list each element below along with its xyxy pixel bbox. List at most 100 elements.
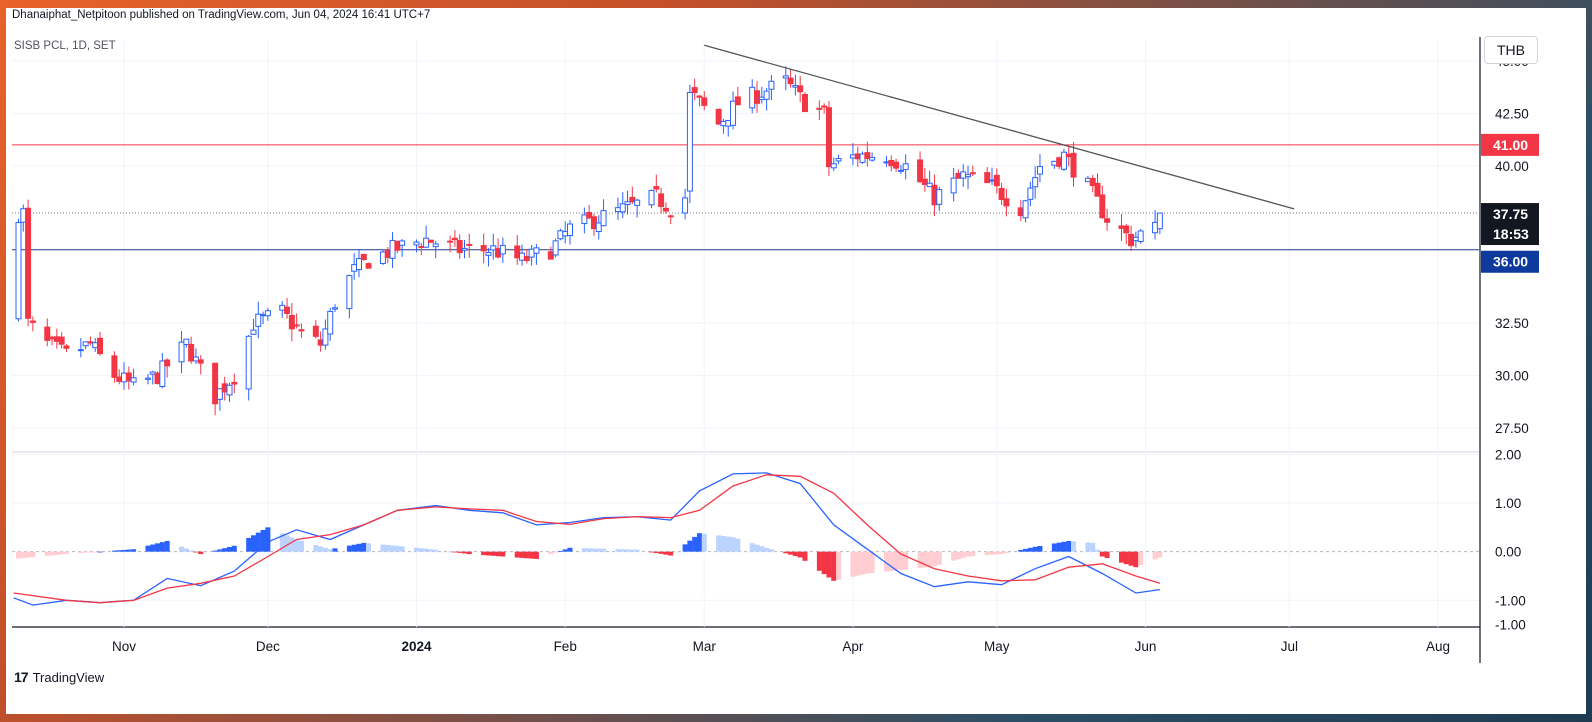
symbol-legend[interactable]: SISB PCL, 1D, SET [14,40,116,52]
candle-body[interactable] [1070,152,1077,178]
candle-body[interactable] [869,156,876,161]
candle-body[interactable] [960,171,967,179]
candle-body[interactable] [801,94,808,113]
candle-body[interactable] [1084,177,1091,183]
candle-body[interactable] [1065,153,1072,158]
candle-body[interactable] [188,343,195,362]
candle-body[interactable] [121,372,127,383]
candle-body[interactable] [144,377,151,380]
candle-body[interactable] [389,239,396,259]
candle-body[interactable] [44,326,51,341]
candle-body[interactable] [399,240,406,246]
candle-body[interactable] [1060,151,1067,170]
candle-body[interactable] [466,243,473,246]
candle-body[interactable] [149,371,156,375]
candle-body[interactable] [1099,194,1106,219]
candle-body[interactable] [87,341,94,344]
candle-body[interactable] [312,325,319,337]
candle-body[interactable] [351,264,358,272]
candle-body[interactable] [614,207,621,213]
candle-body[interactable] [816,107,823,110]
candle-body[interactable] [658,193,665,207]
candle-body[interactable] [581,214,588,225]
candle-body[interactable] [288,314,295,330]
candle-body[interactable] [332,307,339,310]
candle-body[interactable] [634,199,641,206]
candle-body[interactable] [1132,236,1139,242]
candle-body[interactable] [97,337,104,355]
candle-body[interactable] [590,216,597,230]
candle-body[interactable] [384,249,391,258]
candle-body[interactable] [662,207,669,212]
candle-body[interactable] [423,237,430,248]
candle-body[interactable] [519,252,526,261]
candle-body[interactable] [355,258,362,271]
candle-body[interactable] [514,245,521,259]
candle-body[interactable] [557,230,564,240]
candle-body[interactable] [686,91,693,192]
candle-body[interactable] [365,263,372,269]
candle-body[interactable] [15,221,22,320]
candle-body[interactable] [29,320,36,323]
candle-body[interactable] [528,248,535,258]
candle-body[interactable] [682,197,689,214]
candle-body[interactable] [849,154,856,159]
candle-body[interactable] [667,215,674,218]
candle-body[interactable] [1032,177,1039,188]
candle-body[interactable] [116,376,123,382]
candle-body[interactable] [619,203,626,213]
candle-body[interactable] [317,339,324,346]
candle-body[interactable] [931,184,938,206]
candle-body[interactable] [77,349,84,352]
candle-body[interactable] [1137,230,1144,242]
candle-body[interactable] [432,243,439,248]
candle-body[interactable] [797,85,804,93]
candle-body[interactable] [547,251,554,260]
candle-body[interactable] [1027,187,1034,200]
candle-body[interactable] [264,310,271,317]
candle-body[interactable] [998,187,1005,201]
candle-body[interactable] [1104,218,1111,223]
candle-body[interactable] [734,96,741,106]
candle-body[interactable] [485,251,492,256]
candle-body[interactable] [495,248,502,258]
candle-body[interactable] [413,241,420,246]
candle-body[interactable] [965,174,972,178]
candle-body[interactable] [768,80,775,90]
candle-body[interactable] [360,253,367,260]
candle-body[interactable] [327,310,334,335]
candle-body[interactable] [893,161,900,169]
candle-body[interactable] [183,338,190,345]
candle-body[interactable] [260,314,267,317]
candle-body[interactable] [1017,207,1024,217]
candle-body[interactable] [1051,160,1058,166]
candle-body[interactable] [1089,178,1096,187]
candle-body[interactable] [955,172,962,179]
candle-body[interactable] [720,120,727,127]
candle-body[interactable] [394,240,401,251]
candle-body[interactable] [49,336,56,340]
candle-body[interactable] [1123,225,1130,234]
candle-body[interactable] [653,186,660,190]
candle-body[interactable] [1036,166,1043,175]
candle-body[interactable] [1128,233,1135,247]
candle-body[interactable] [20,208,27,223]
candle-body[interactable] [427,239,434,243]
candle-body[interactable] [221,383,228,393]
candle-body[interactable] [754,90,761,104]
candle-body[interactable] [130,377,137,383]
candle-body[interactable] [250,329,257,335]
candle-body[interactable] [730,100,737,126]
candle-body[interactable] [859,153,866,163]
candle-body[interactable] [936,189,943,205]
candle-body[interactable] [322,328,329,346]
candle-body[interactable] [451,237,458,241]
candle-body[interactable] [1152,221,1159,234]
candle-body[interactable] [696,95,703,98]
signal-line[interactable] [13,474,1161,604]
candle-body[interactable] [883,161,890,164]
candle-body[interactable] [154,372,161,385]
candle-body[interactable] [902,163,909,171]
candle-body[interactable] [600,210,607,227]
candle-body[interactable] [279,304,286,311]
